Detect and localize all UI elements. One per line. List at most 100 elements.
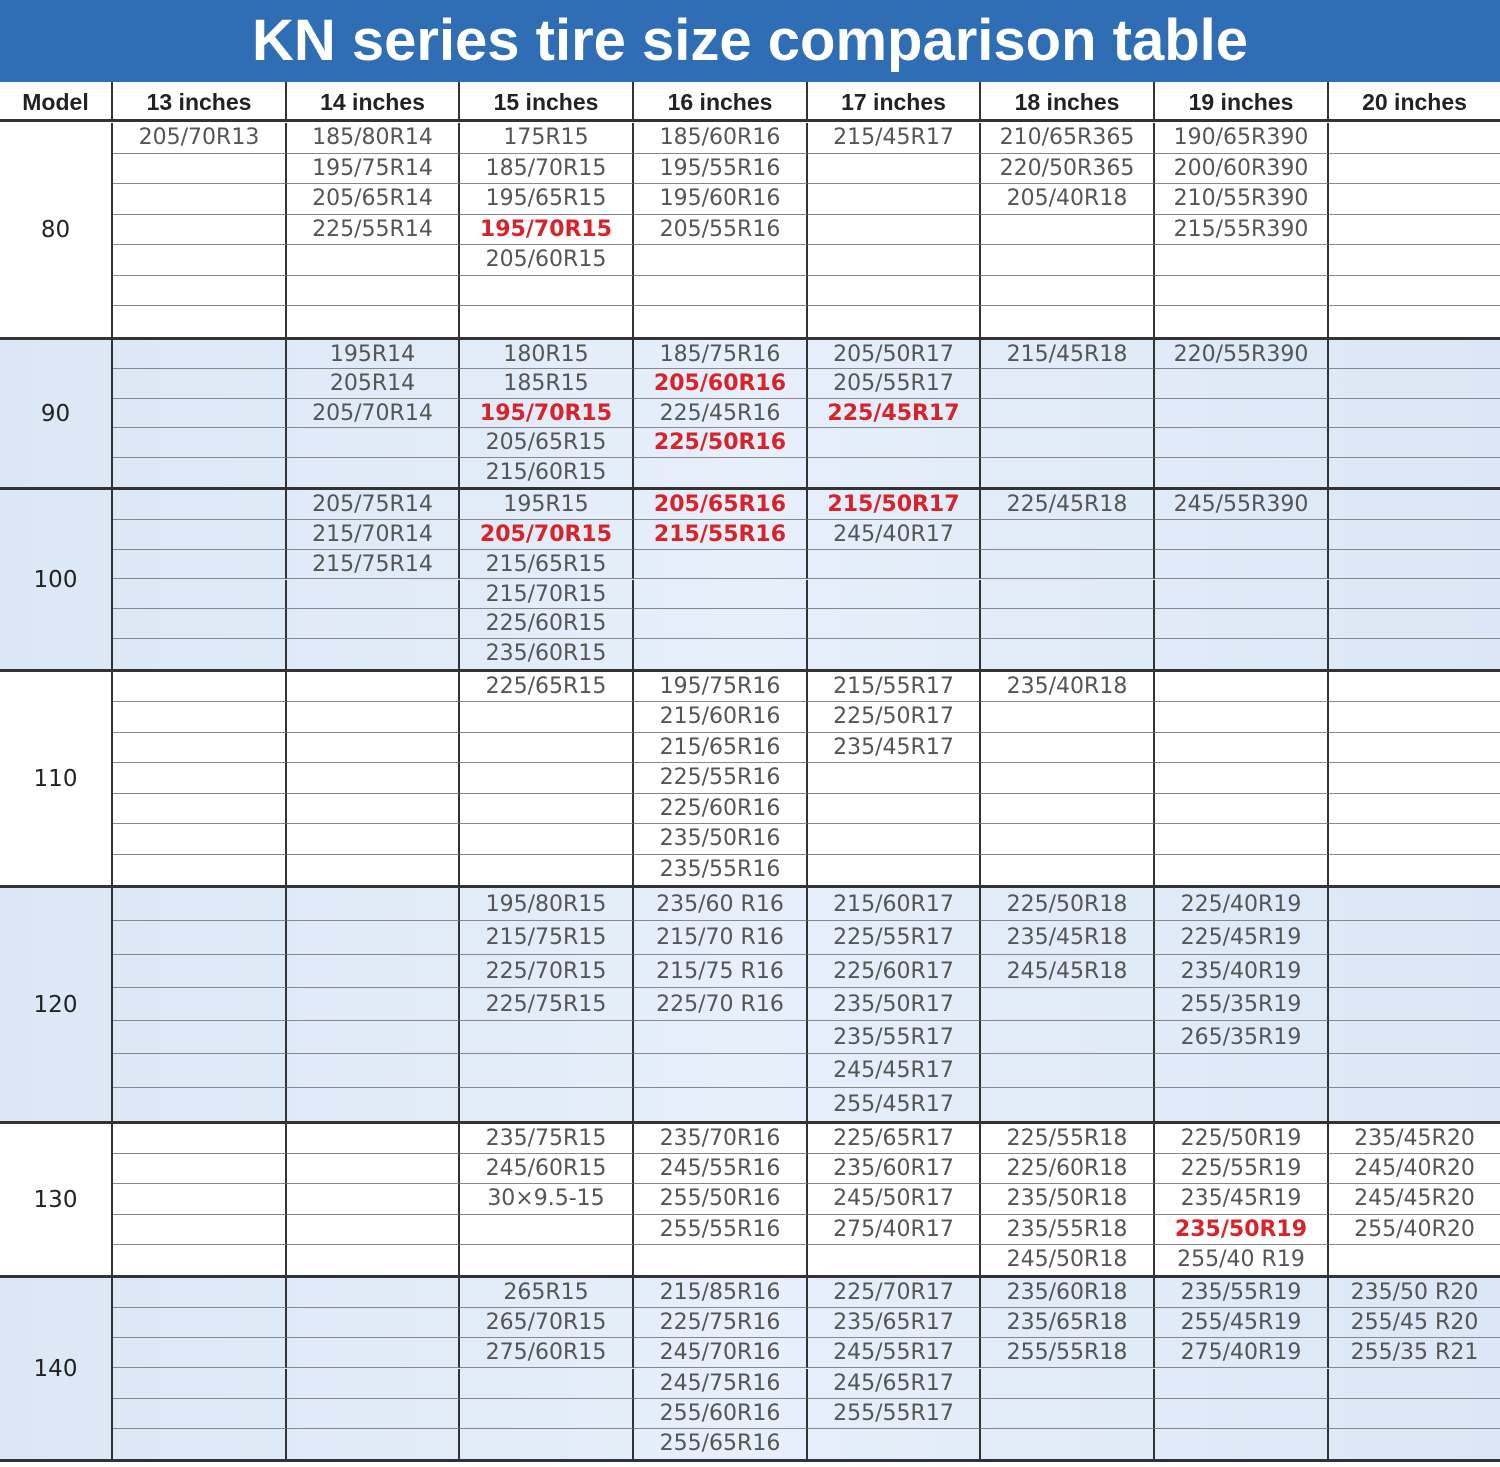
table-cell — [808, 428, 981, 458]
table-cell — [113, 1214, 287, 1245]
table-cell — [981, 609, 1155, 640]
table-cell: 235/75R15 — [460, 1124, 634, 1155]
table-cell: 225/75R15 — [460, 987, 634, 1022]
table-cell — [1155, 519, 1329, 550]
table-cell — [287, 763, 460, 794]
table-cell: 205/75R14 — [287, 490, 460, 520]
table-cell: 225/70R15 — [460, 954, 634, 988]
table-cell: 255/45R19 — [1155, 1308, 1329, 1339]
table-cell — [808, 245, 981, 276]
table-cell — [634, 245, 808, 276]
table-cell — [634, 1087, 808, 1121]
table-cell: 220/55R390 — [1155, 340, 1329, 370]
table-cell — [113, 398, 287, 429]
table-cell — [1155, 854, 1329, 885]
table-cell — [981, 824, 1155, 855]
table-cell — [1329, 306, 1500, 337]
table-cell — [113, 184, 287, 215]
table-cell: 200/60R390 — [1155, 153, 1329, 185]
column-header: 18 inches — [981, 82, 1155, 122]
table-cell — [1155, 457, 1329, 487]
table-cell: 225/55R16 — [634, 763, 808, 794]
table-cell — [287, 1154, 460, 1185]
table-cell — [1155, 793, 1329, 825]
table-cell — [113, 245, 287, 276]
table-cell — [1329, 988, 1500, 1022]
table-cell — [113, 672, 287, 703]
table-cell — [1329, 428, 1500, 458]
table-cell: 185/70R15 — [460, 153, 634, 185]
table-cell — [460, 306, 634, 337]
table-cell — [1329, 550, 1500, 580]
table-cell: 245/50R18 — [981, 1244, 1155, 1275]
column-header: Model — [0, 82, 113, 122]
column-header: 19 inches — [1155, 82, 1329, 122]
table-cell — [1329, 245, 1500, 276]
table-cell: 175R15 — [460, 123, 634, 154]
table-cell — [1155, 732, 1329, 764]
table-cell — [113, 1278, 287, 1309]
table-cell — [1155, 1368, 1329, 1399]
table-cell: 245/75R16 — [634, 1368, 808, 1399]
table-cell — [113, 1124, 287, 1155]
table-cell: 235/60R17 — [808, 1154, 981, 1185]
table-cell — [981, 987, 1155, 1022]
table-cell — [808, 1244, 981, 1275]
table-cell — [287, 428, 460, 458]
table-cell — [1329, 215, 1500, 246]
table-cell: 245/55R16 — [634, 1154, 808, 1185]
model-group: 90 195R14 180R15 185/75R16 205/50R17 215/45R1… — [0, 340, 1500, 490]
table-cell — [808, 1428, 981, 1459]
model-group: 140 265R15 215/85R16 225/70R17 235/60R18 235/… — [0, 1278, 1500, 1462]
table-cell — [287, 732, 460, 764]
table-cell — [460, 702, 634, 733]
table-cell — [287, 306, 460, 337]
table-cell — [287, 954, 460, 988]
table-cell — [981, 428, 1155, 458]
table-cell — [113, 1398, 287, 1429]
table-cell: 255/50R16 — [634, 1184, 808, 1215]
table-cell: 235/55R19 — [1155, 1278, 1329, 1309]
table-cell: 205/60R15 — [460, 245, 634, 276]
table-cell — [1329, 921, 1500, 955]
table-cell — [1155, 1087, 1329, 1121]
table-cell: 205/65R14 — [287, 184, 460, 215]
table-cell — [113, 763, 287, 794]
table-cell: 275/40R17 — [808, 1214, 981, 1245]
table-cell — [981, 1087, 1155, 1121]
table-cell — [634, 457, 808, 487]
table-cell — [287, 824, 460, 855]
table-cell: 185/60R16 — [634, 123, 808, 154]
table-cell — [1329, 733, 1500, 764]
table-cell: 190/65R390 — [1155, 123, 1329, 154]
table-cell — [808, 763, 981, 794]
table-cell — [113, 793, 287, 825]
table-cell — [113, 519, 287, 550]
table-cell — [981, 369, 1155, 399]
table-cell — [113, 428, 287, 458]
table-cell: 245/65R17 — [808, 1368, 981, 1399]
table-cell — [981, 457, 1155, 487]
table-cell — [1155, 428, 1329, 458]
table-cell: 195/55R16 — [634, 153, 808, 185]
table-cell — [287, 609, 460, 640]
model-group: 80 205/70R13 185/80R14 175R15 185/60R16 215/4… — [0, 123, 1500, 340]
table-cell — [287, 1021, 460, 1055]
table-cell — [981, 639, 1155, 669]
table-cell: 225/65R15 — [460, 672, 634, 703]
table-cell — [287, 1087, 460, 1121]
table-cell: 235/55R16 — [634, 854, 808, 885]
model-cell: 110 — [0, 672, 113, 885]
table-cell: 210/65R365 — [981, 123, 1155, 154]
table-cell — [634, 1054, 808, 1088]
table-cell: 215/70R15 — [460, 579, 634, 610]
table-cell: 215/60R16 — [634, 702, 808, 733]
table-cell — [808, 854, 981, 885]
model-group: 120 195/80R15 235/60 R16 215/60R17 225/50R18… — [0, 888, 1500, 1124]
table-cell — [808, 639, 981, 669]
table-cell: 225/60R15 — [460, 609, 634, 640]
table-cell: 235/60R18 — [981, 1278, 1155, 1309]
table-cell: 225/50R19 — [1155, 1124, 1329, 1155]
table-cell: 205/70R13 — [113, 123, 287, 154]
table-cell — [287, 987, 460, 1022]
